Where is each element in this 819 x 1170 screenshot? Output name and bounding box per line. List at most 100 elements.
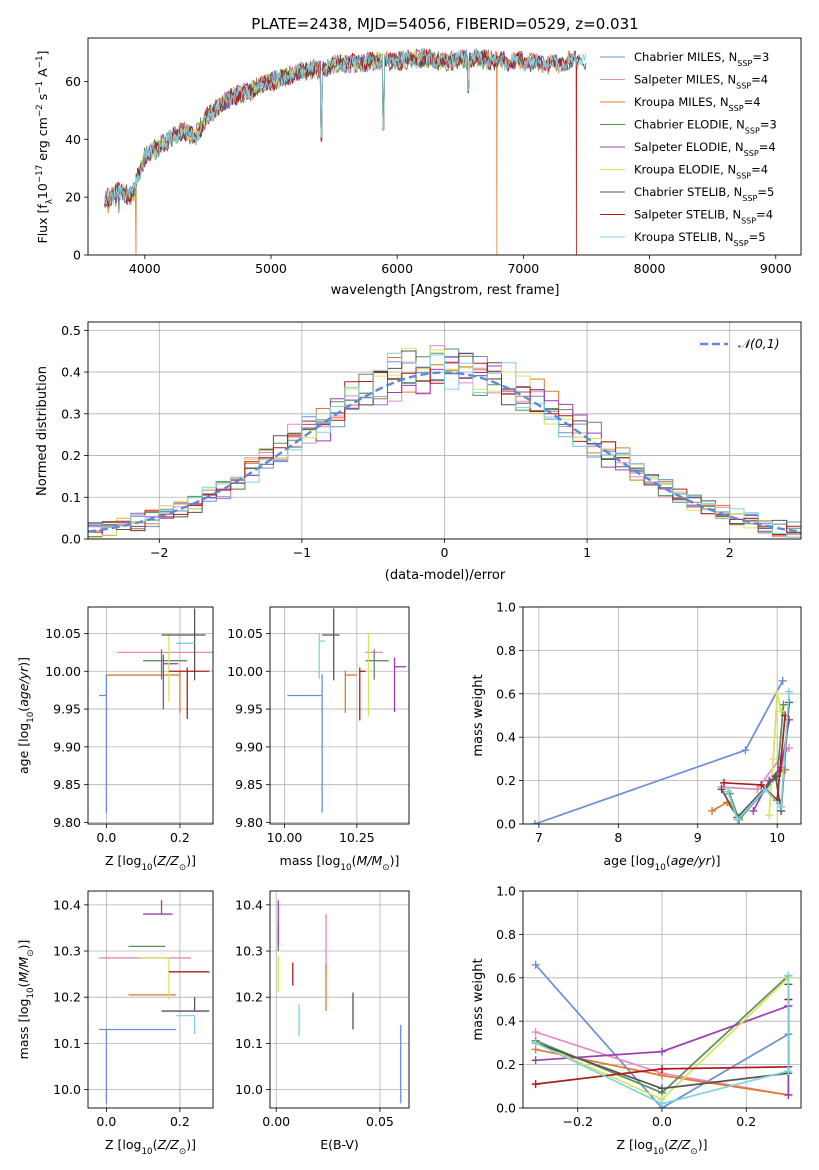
y-tick-label: 1.0 — [496, 600, 516, 615]
weight-point-marker — [530, 820, 539, 824]
y-tick-label: 0.2 — [496, 1057, 516, 1072]
x-tick-label: 9 — [694, 830, 702, 845]
y-tick-label: 0.0 — [496, 1101, 516, 1116]
weight-point-marker — [741, 746, 750, 755]
spectrum-series — [104, 48, 579, 255]
y-tick-label: 0.1 — [61, 490, 81, 505]
residuals-legend: 𝒩(0,1) — [700, 336, 780, 351]
errorbar-point — [161, 997, 210, 1012]
x-tick-label: 1 — [583, 545, 591, 560]
y-tick-label: 9.85 — [235, 777, 263, 792]
weight-point-marker — [733, 815, 742, 824]
x-tick-label: 0.2 — [170, 830, 190, 845]
y-tick-label: 10.3 — [235, 944, 263, 959]
weight-point-marker — [531, 1028, 540, 1037]
errorbar-point — [143, 900, 173, 915]
legend-label: Kroupa ELODIE, NSSP=4 — [634, 163, 768, 181]
weight-point-marker — [708, 806, 717, 815]
y-tick-label: 10.0 — [235, 1082, 263, 1097]
weight-point-marker — [757, 780, 766, 789]
errorbar-point — [99, 1028, 177, 1104]
age_vs_Z-axes-marks — [99, 608, 213, 813]
weight-point-marker — [761, 785, 770, 794]
axes-frame — [87, 606, 214, 825]
legend-label: Chabrier ELODIE, NSSP=3 — [634, 118, 777, 136]
y-tick-label: 9.90 — [53, 739, 81, 754]
x-tick-label: 2 — [726, 545, 734, 560]
y-tick-label: 10.05 — [45, 626, 81, 641]
x-tick-label: 8 — [614, 830, 622, 845]
x-tick-label: 10.00 — [267, 830, 303, 845]
axes-frame — [522, 890, 802, 1109]
errorbar-point — [162, 654, 179, 710]
weight-point-marker — [658, 1099, 666, 1108]
y-tick-label: 0.0 — [61, 532, 81, 547]
spectrum-series — [104, 47, 575, 209]
weight-point-marker — [784, 971, 793, 980]
weight-point-marker — [785, 687, 794, 696]
errorbar-point — [139, 957, 170, 1000]
mass_vs_Z-axes-marks — [99, 900, 210, 1104]
y-tick-label: 9.80 — [235, 815, 263, 830]
weight-point-marker — [777, 802, 786, 811]
y-tick-label: 60 — [65, 74, 81, 89]
weight_vs_age-axes: 7 8 9 10 0.0 0.2 0.4 0.6 0.8 1.0 age [log10(age/yr… — [471, 600, 802, 873]
x-tick-label: 10.25 — [339, 830, 375, 845]
mass_vs_ebv-axes-marks — [277, 900, 402, 1104]
residuals-axes-marks — [88, 345, 801, 539]
weight-point-marker — [658, 1084, 666, 1093]
errorbar-point — [365, 649, 389, 680]
errorbar-point — [318, 633, 326, 679]
x-tick-label: 0.0 — [652, 1114, 672, 1129]
y-tick-label: 10.2 — [235, 990, 263, 1005]
spectrum-axes-marks — [104, 47, 587, 255]
legend-label: Kroupa MILES, NSSP=4 — [634, 95, 761, 113]
errorbar-point — [143, 649, 188, 680]
weight-point-marker — [723, 787, 732, 796]
x-tick-label: 7 — [535, 830, 543, 845]
x-tick-label: 0.05 — [366, 1114, 394, 1129]
errorbar-point — [344, 670, 357, 713]
weight-point-marker — [784, 1090, 793, 1099]
weight-series-line — [534, 964, 789, 1108]
weight-series-line — [535, 975, 790, 1105]
spectrum-legend: Chabrier MILES, NSSP=3 Salpeter MILES, NS… — [595, 44, 796, 251]
x-tick-label: 5000 — [255, 261, 287, 276]
x-tick-label: 7000 — [507, 261, 539, 276]
mass_vs_Z-axes: 0.0 0.2 10.0 10.1 10.2 10.3 10.4 Z [log10(Z/Z⊙)… — [16, 890, 214, 1157]
y-axis-label: mass weight — [471, 674, 486, 756]
weight-point-marker — [779, 700, 788, 709]
x-tick-label: −0.2 — [563, 1114, 593, 1129]
y-tick-label: 10.4 — [53, 897, 81, 912]
weight-point-marker — [784, 1067, 793, 1076]
y-tick-label: 9.80 — [53, 815, 81, 830]
weight-point-marker — [753, 785, 762, 794]
weight-point-marker — [773, 689, 782, 698]
spectrum-series — [104, 49, 575, 207]
weight-series-line — [768, 693, 782, 816]
y-tick-label: 0 — [73, 248, 81, 263]
legend-label: 𝒩(0,1) — [738, 336, 780, 351]
x-tick-label: 4000 — [129, 261, 161, 276]
errorbar-point — [106, 670, 181, 713]
y-tick-label: 10.0 — [53, 1082, 81, 1097]
y-tick-label: 10.1 — [53, 1036, 81, 1051]
figure-title: PLATE=2438, MJD=54056, FIBERID=0529, z=0… — [251, 15, 638, 33]
y-tick-label: 0.2 — [496, 773, 516, 788]
x-axis-label: wavelength [Angstrom, rest frame] — [331, 283, 560, 298]
weight-point-marker — [531, 1056, 540, 1065]
x-axis-label: E(B-V) — [320, 1137, 359, 1152]
y-tick-label: 0.3 — [61, 406, 81, 421]
x-axis-label: (data-model)/error — [385, 568, 506, 583]
x-axis-label: Z [log10(Z/Z⊙)] — [105, 853, 196, 873]
y-tick-label: 9.85 — [53, 777, 81, 792]
weight_vs_age-axes-marks — [530, 676, 794, 824]
legend-label: Chabrier STELIB, NSSP=5 — [634, 185, 774, 203]
y-tick-label: 40 — [65, 132, 81, 147]
errorbar-point — [161, 608, 206, 681]
weight-point-marker — [769, 754, 778, 763]
errorbar-point — [168, 667, 210, 719]
weight-point-marker — [531, 960, 540, 969]
legend-label: Salpeter MILES, NSSP=4 — [634, 73, 768, 91]
